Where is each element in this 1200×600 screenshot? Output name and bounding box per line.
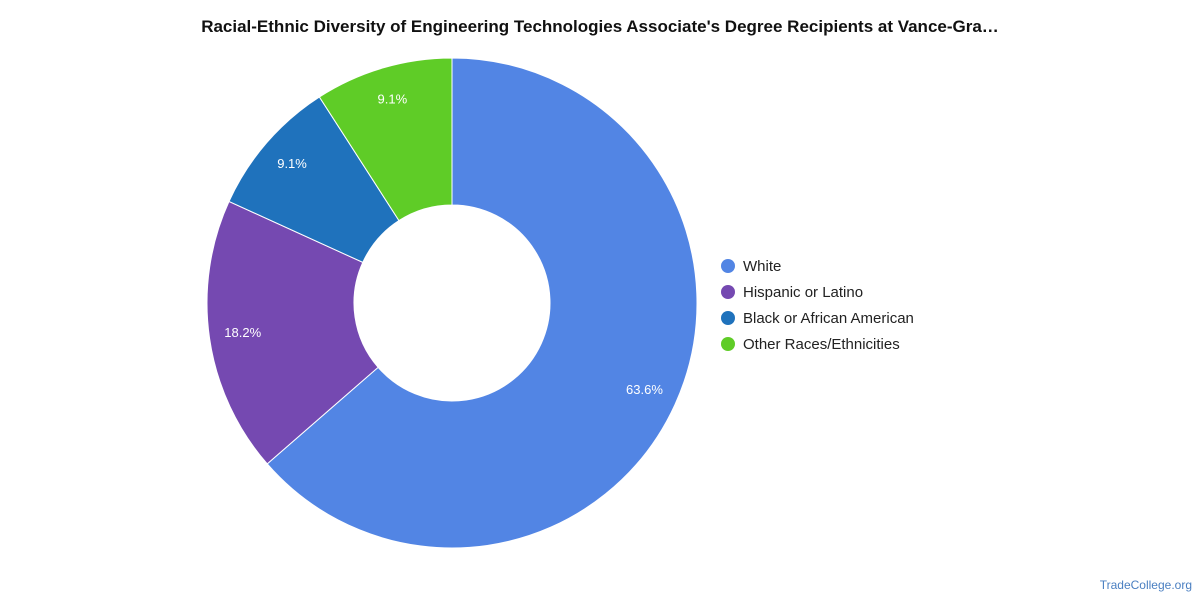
slices-group xyxy=(206,57,698,549)
legend: White Hispanic or Latino Black or African … xyxy=(721,253,914,357)
chart-title: Racial-Ethnic Diversity of Engineering T… xyxy=(201,17,999,36)
legend-swatch xyxy=(721,311,735,325)
legend-label: Hispanic or Latino xyxy=(743,283,864,301)
slice-white[interactable] xyxy=(266,57,698,549)
legend-swatch xyxy=(721,259,735,273)
slice-labels-group: 63.6% 18.2% 9.1% 9.1% xyxy=(224,92,663,398)
slice-value-label: 18.2% xyxy=(224,325,261,340)
legend-label: Black or African American xyxy=(743,309,914,327)
slice-value-label: 63.6% xyxy=(626,382,663,397)
slice-other-races-ethnicities[interactable] xyxy=(318,57,453,222)
watermark[interactable]: TradeCollege.org xyxy=(1099,578,1192,592)
legend-swatch xyxy=(721,285,735,299)
slice-hispanic-or-latino[interactable] xyxy=(206,200,379,465)
legend-item[interactable]: White xyxy=(721,253,914,279)
legend-swatch xyxy=(721,337,735,351)
legend-item[interactable]: Black or African American xyxy=(721,305,914,331)
slice-value-label: 9.1% xyxy=(378,92,408,107)
legend-item[interactable]: Hispanic or Latino xyxy=(721,279,914,305)
legend-label: White xyxy=(743,257,782,275)
slice-value-label: 9.1% xyxy=(277,156,307,171)
legend-label: Other Races/Ethnicities xyxy=(743,335,900,353)
legend-item[interactable]: Other Races/Ethnicities xyxy=(721,331,914,357)
